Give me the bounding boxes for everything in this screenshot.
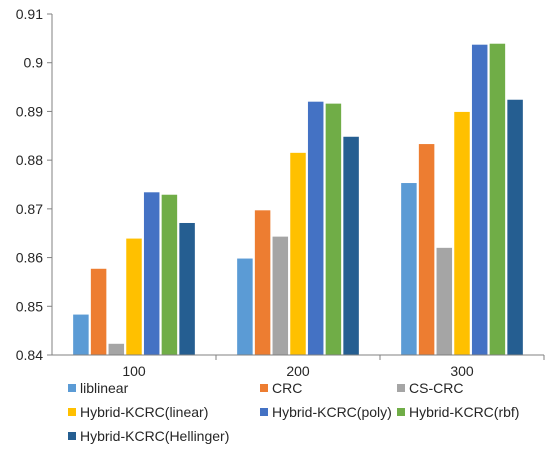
legend-item-liblinear: liblinear [68, 380, 129, 396]
y-tick-label: 0.85 [16, 298, 43, 314]
axes-layer: 0.84 0.85 0.86 0.87 0.88 0.89 0.9 0.91 100 200 300 [16, 6, 545, 379]
legend-label: CS-CRC [409, 380, 463, 396]
y-tick-label: 0.91 [16, 6, 43, 22]
bar-hybrid-kcrc-rbf--300 [489, 43, 506, 356]
bar-hybrid-kcrc-hellinger--300 [507, 99, 523, 355]
legend-swatch [68, 408, 76, 416]
bar-liblinear-300 [401, 183, 417, 355]
bar-hybrid-kcrc-linear--300 [454, 111, 470, 355]
bar-hybrid-kcrc-hellinger--200 [343, 136, 359, 355]
legend-label: CRC [272, 380, 302, 396]
legend-label: Hybrid-KCRC(linear) [80, 404, 208, 420]
bar-crc-100 [90, 268, 107, 355]
y-tick-label: 0.87 [16, 201, 43, 217]
legend: liblinear CRC CS-CRC Hybrid-KCRC(linear) Hyb… [68, 380, 519, 444]
bar-hybrid-kcrc-rbf--200 [325, 103, 342, 356]
y-tick-label: 0.84 [16, 347, 43, 363]
bar-liblinear-100 [73, 314, 89, 355]
y-tick-label: 0.89 [16, 103, 43, 119]
legend-label: Hybrid-KCRC(poly) [272, 404, 392, 420]
legend-item-hybrid-kcrc-linear-: Hybrid-KCRC(linear) [68, 404, 208, 420]
bar-cs-crc-100 [108, 343, 125, 355]
legend-item-hybrid-kcrc-rbf-: Hybrid-KCRC(rbf) [397, 404, 519, 420]
bar-crc-300 [418, 144, 435, 355]
legend-swatch [68, 384, 76, 392]
x-tick-label: 100 [122, 363, 146, 379]
bar-crc-200 [254, 210, 271, 355]
legend-item-cs-crc: CS-CRC [397, 380, 463, 396]
legend-swatch [397, 384, 405, 392]
bar-hybrid-kcrc-poly--100 [143, 192, 160, 355]
legend-item-hybrid-kcrc-poly-: Hybrid-KCRC(poly) [260, 404, 392, 420]
bars-layer [73, 43, 523, 356]
y-tick-label: 0.86 [16, 250, 43, 266]
bar-hybrid-kcrc-rbf--100 [161, 194, 178, 355]
legend-label: Hybrid-KCRC(Hellinger) [80, 428, 229, 444]
y-tick-label: 0.88 [16, 152, 43, 168]
y-tick-label: 0.9 [24, 55, 44, 71]
bar-hybrid-kcrc-linear--200 [290, 152, 306, 355]
legend-item-hybrid-kcrc-hellinger-: Hybrid-KCRC(Hellinger) [68, 428, 229, 444]
legend-label: liblinear [80, 380, 129, 396]
x-tick-label: 300 [450, 363, 474, 379]
x-tick-label: 200 [286, 363, 310, 379]
bar-hybrid-kcrc-poly--200 [307, 101, 324, 355]
bar-cs-crc-200 [272, 236, 289, 355]
legend-label: Hybrid-KCRC(rbf) [409, 404, 519, 420]
legend-swatch [397, 408, 405, 416]
bar-liblinear-200 [237, 258, 253, 355]
legend-item-crc: CRC [260, 380, 302, 396]
legend-swatch [260, 384, 268, 392]
bar-hybrid-kcrc-hellinger--100 [179, 222, 195, 355]
legend-swatch [260, 408, 268, 416]
bar-cs-crc-300 [436, 247, 453, 355]
bar-hybrid-kcrc-poly--300 [471, 44, 488, 355]
legend-swatch [68, 432, 76, 440]
bar-hybrid-kcrc-linear--100 [126, 238, 142, 355]
